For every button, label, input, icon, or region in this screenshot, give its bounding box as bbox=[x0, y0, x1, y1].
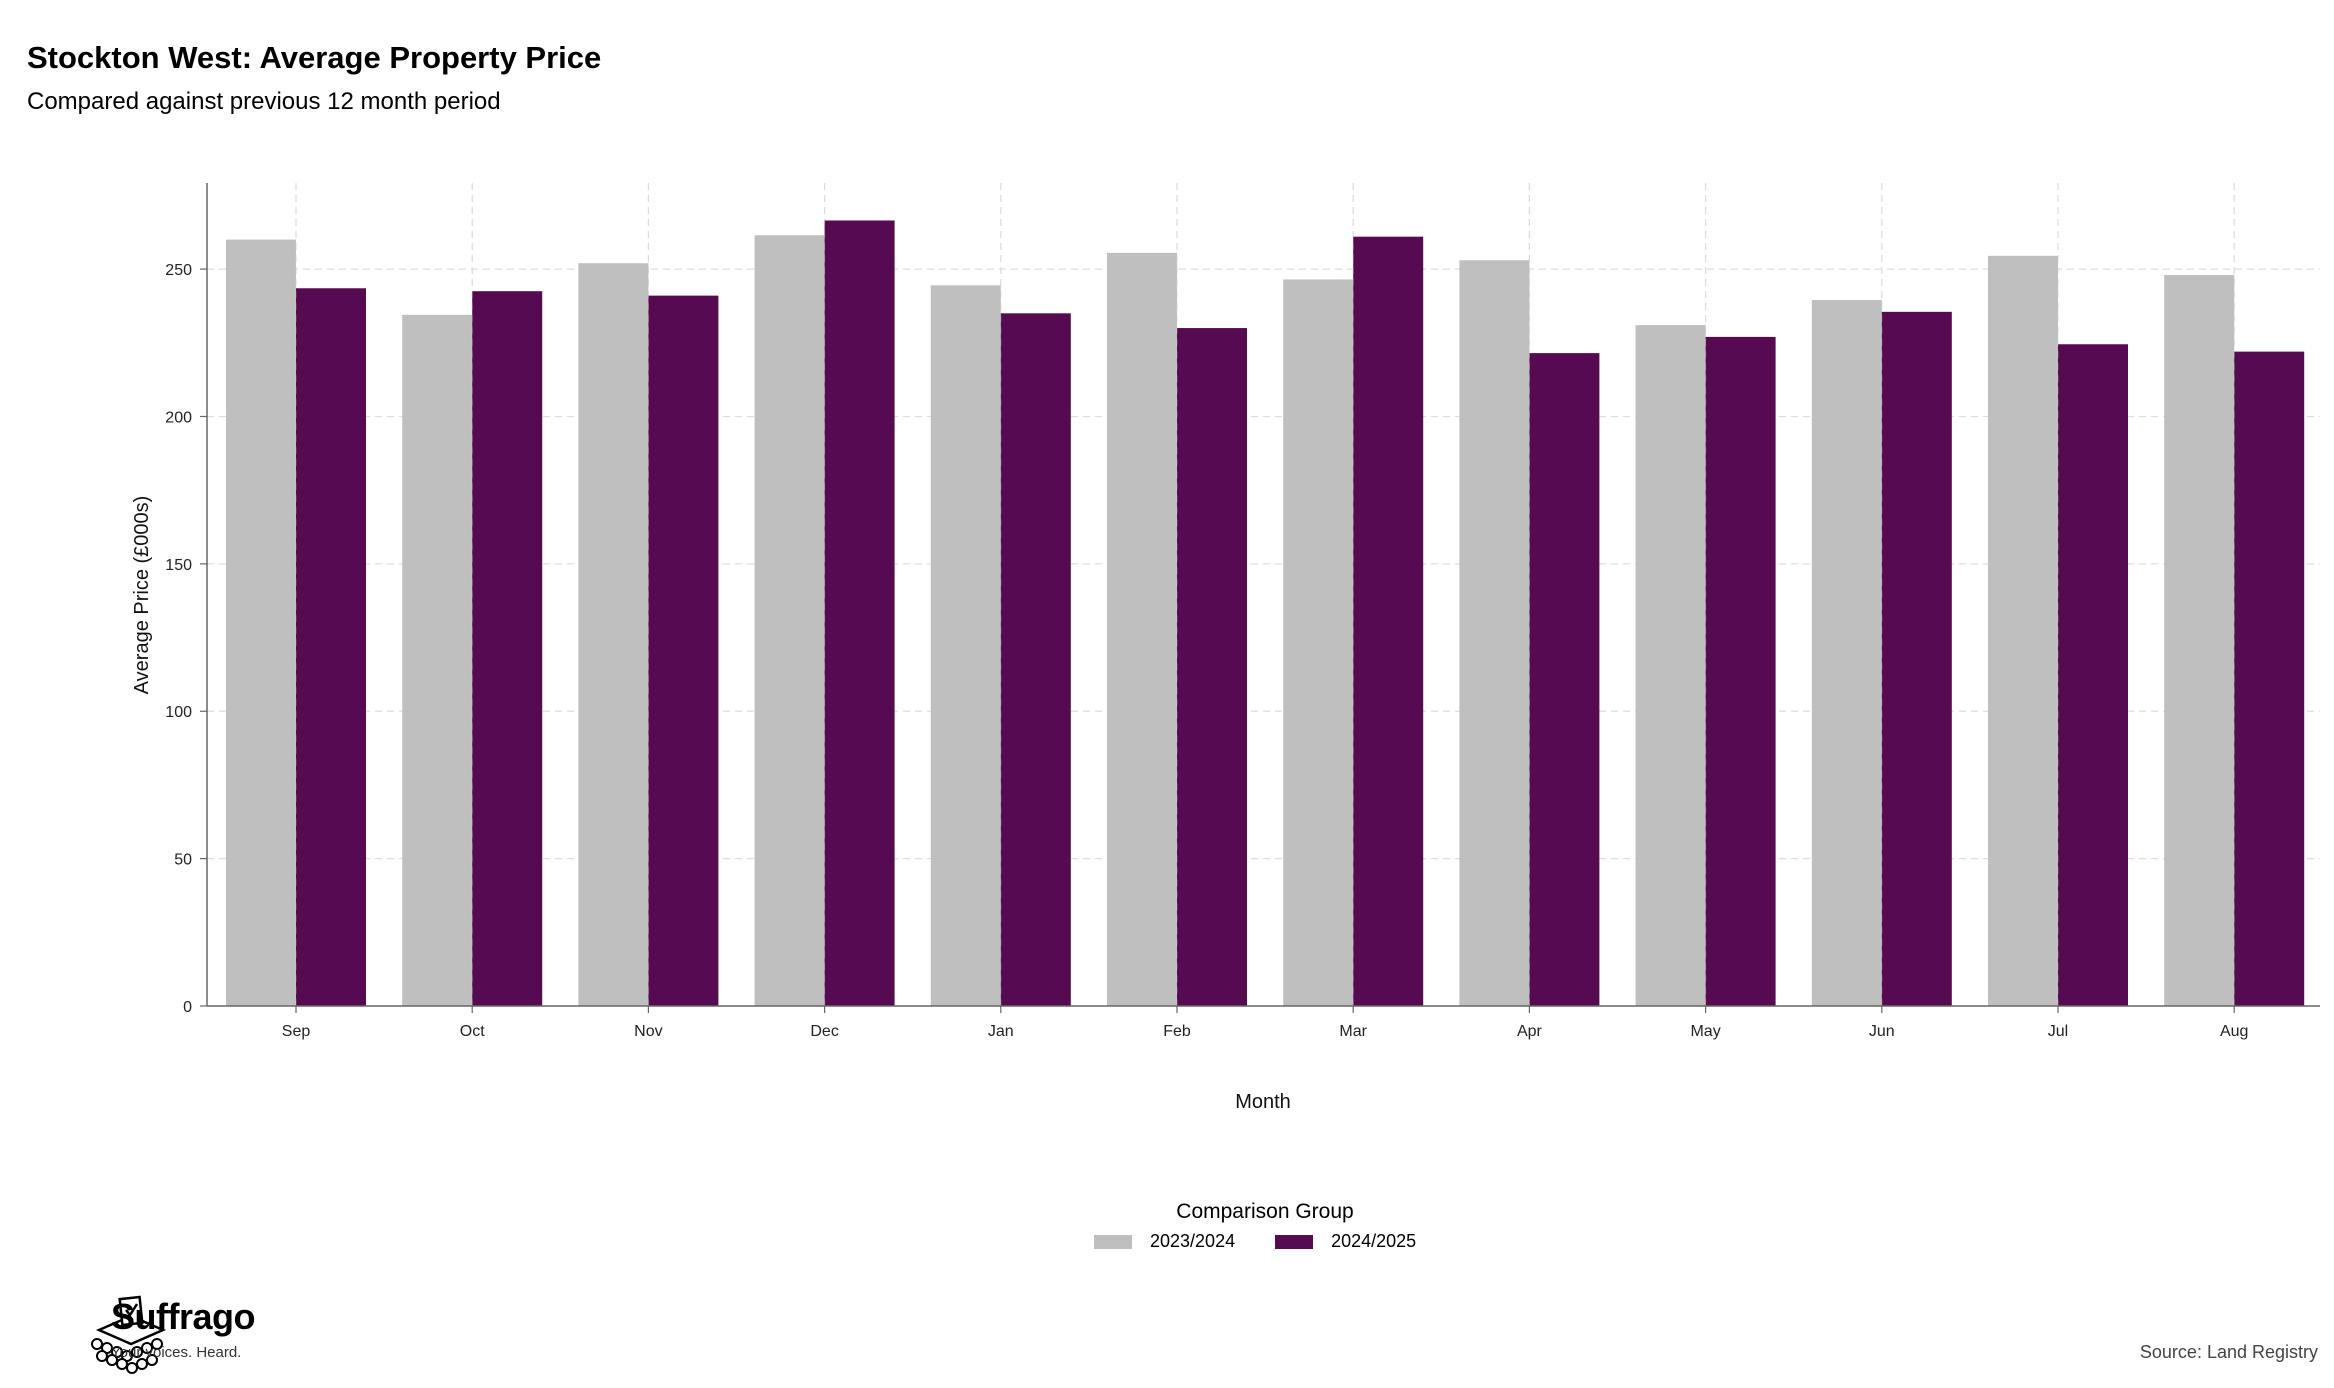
bar-2024-2025-nov bbox=[648, 295, 719, 1006]
bar-chart: 0 50 100 150 200 250 Sep Oct Nov Dec Jan Feb Mar Apr… bbox=[131, 183, 2320, 1113]
x-tick-label: Jul bbox=[2048, 1023, 2068, 1040]
x-tick-label: Apr bbox=[1517, 1023, 1543, 1040]
y-tick-label: 100 bbox=[165, 704, 192, 721]
legend-label-2024-2025: 2024/2025 bbox=[1331, 1231, 1417, 1251]
chart-title: Stockton West: Average Property Price bbox=[27, 40, 602, 75]
axes bbox=[206, 183, 2320, 1007]
x-tick-label: Jan bbox=[988, 1023, 1014, 1040]
bar-2023-2024-jan bbox=[930, 285, 1001, 1007]
x-tick-label: Sep bbox=[282, 1023, 311, 1040]
bar-2023-2024-oct bbox=[402, 314, 473, 1006]
x-tick-label: Aug bbox=[2220, 1023, 2248, 1040]
bar-2023-2024-jun bbox=[1811, 300, 1882, 1006]
bar-2024-2025-apr bbox=[1529, 353, 1600, 1007]
bar-2023-2024-mar bbox=[1283, 279, 1354, 1006]
brand-tagline: Your voices. Heard. bbox=[111, 1344, 242, 1361]
bar-2024-2025-may bbox=[1705, 336, 1776, 1007]
chart-subtitle: Compared against previous 12 month perio… bbox=[27, 88, 501, 115]
bar-2024-2025-jun bbox=[1881, 311, 1952, 1006]
legend-swatch-2024-2025 bbox=[1275, 1234, 1314, 1249]
x-tick-label: Oct bbox=[460, 1023, 485, 1040]
y-tick-label: 200 bbox=[165, 409, 192, 426]
bar-2023-2024-aug bbox=[2164, 274, 2235, 1006]
bar-2023-2024-feb bbox=[1107, 252, 1177, 1007]
bar-2024-2025-aug bbox=[2234, 351, 2305, 1006]
x-tick-label: Feb bbox=[1163, 1023, 1191, 1040]
legend-title: Comparison Group bbox=[1176, 1200, 1354, 1223]
y-tick-label: 50 bbox=[174, 852, 192, 869]
legend-label-2023-2024: 2023/2024 bbox=[1150, 1231, 1236, 1251]
x-tick-label: Dec bbox=[810, 1023, 838, 1040]
bar-2023-2024-jul bbox=[1988, 255, 2058, 1006]
bar-2023-2024-apr bbox=[1459, 260, 1530, 1006]
brand-name: Suffrago bbox=[111, 1296, 256, 1337]
bar-2024-2025-sep bbox=[296, 288, 366, 1006]
ballot-box-logo-icon bbox=[91, 1295, 167, 1374]
bar-2024-2025-feb bbox=[1177, 328, 1247, 1006]
x-tick-label: Jun bbox=[1869, 1023, 1895, 1040]
bars bbox=[226, 183, 2305, 1007]
source-note: Source: Land Registry bbox=[2139, 1342, 2318, 1362]
bar-2024-2025-jul bbox=[2058, 344, 2128, 1006]
y-tick-label: 0 bbox=[183, 999, 192, 1016]
bar-2024-2025-mar bbox=[1353, 236, 1424, 1007]
x-axis-title: Month bbox=[1235, 1091, 1291, 1113]
y-axis-title: Average Price (£000s) bbox=[131, 496, 153, 695]
bar-2023-2024-may bbox=[1635, 325, 1706, 1007]
bar-2024-2025-dec bbox=[824, 220, 895, 1006]
x-tick-label: Mar bbox=[1339, 1023, 1367, 1040]
legend-item-2024-2025: 2024/2025 bbox=[1275, 1231, 1416, 1252]
y-tick-label: 150 bbox=[165, 557, 192, 574]
legend-swatch-2023-2024 bbox=[1094, 1234, 1132, 1249]
x-tick-label: Nov bbox=[634, 1023, 662, 1040]
x-ticks: Sep Oct Nov Dec Jan Feb Mar Apr May Jun Jul Aug bbox=[282, 1006, 2248, 1040]
legend: 2023/2024 2024/2025 bbox=[1094, 1231, 1456, 1252]
bar-2023-2024-dec bbox=[754, 235, 825, 1006]
x-tick-label: May bbox=[1690, 1023, 1720, 1040]
legend-item-2023-2024: 2023/2024 bbox=[1094, 1231, 1235, 1252]
bar-2024-2025-oct bbox=[472, 291, 543, 1006]
y-ticks: 0 50 100 150 200 250 bbox=[165, 262, 207, 1016]
bar-2024-2025-jan bbox=[1000, 313, 1071, 1007]
bar-2023-2024-sep bbox=[226, 239, 296, 1006]
bar-2023-2024-nov bbox=[578, 263, 649, 1006]
y-tick-label: 250 bbox=[165, 262, 192, 279]
